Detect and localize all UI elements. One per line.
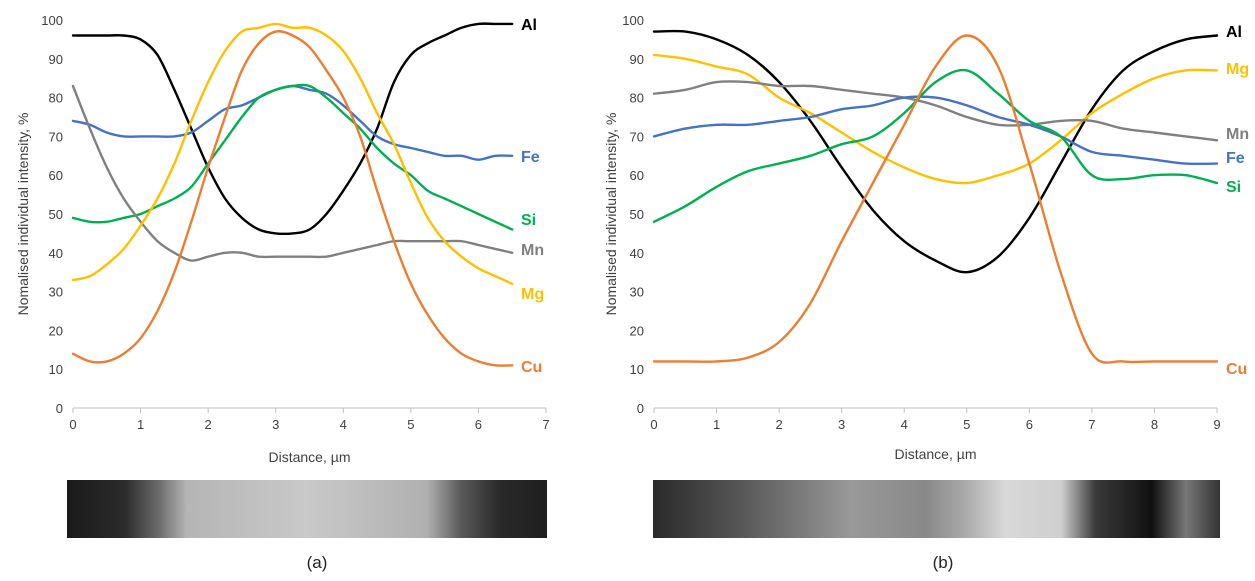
series-label-si: Si <box>521 212 536 229</box>
series-label-fe: Fe <box>521 149 540 166</box>
series-line-cu <box>652 34 1219 364</box>
series-label-cu: Cu <box>521 359 542 376</box>
x-axis-title: Distance, µm <box>269 449 351 465</box>
series-label-mg: Mg <box>521 286 544 303</box>
series-line-fe <box>652 95 1219 166</box>
series-line-si <box>71 83 514 231</box>
y-tick-label: 80 <box>630 91 644 106</box>
y-tick-label: 100 <box>41 13 63 28</box>
panel-label-a: (a) <box>306 553 328 572</box>
series-label-mn: Mn <box>1226 126 1249 143</box>
series-line-mn <box>652 80 1219 142</box>
x-tick-label: 5 <box>963 417 970 432</box>
series-line-al <box>652 29 1219 274</box>
x-tick-label: 9 <box>1213 417 1220 432</box>
y-tick-label: 20 <box>630 323 644 338</box>
series-label-cu: Cu <box>1226 361 1247 378</box>
y-tick-label: 10 <box>49 362 63 377</box>
y-tick-label: 30 <box>49 285 63 300</box>
y-tick-label: 40 <box>630 246 644 261</box>
y-tick-label: 70 <box>49 129 63 144</box>
x-tick-label: 7 <box>1088 417 1095 432</box>
sem-image-a <box>67 480 547 538</box>
y-tick-label: 0 <box>56 401 63 416</box>
x-tick-label: 3 <box>272 417 279 432</box>
series-label-si: Si <box>1226 179 1241 196</box>
y-tick-label: 40 <box>49 246 63 261</box>
x-tick-label: 4 <box>340 417 347 432</box>
y-tick-label: 100 <box>622 13 644 28</box>
y-tick-label: 90 <box>630 52 644 67</box>
x-tick-label: 4 <box>901 417 908 432</box>
x-tick-label: 2 <box>205 417 212 432</box>
panel-a: 0 10 20 30 40 50 60 70 80 90 100 0 1 2 3 4 5 6 7 Distance, … <box>0 0 620 576</box>
x-tick-label: 6 <box>1026 417 1033 432</box>
x-tick-label: 2 <box>775 417 782 432</box>
y-tick-label: 90 <box>49 52 63 67</box>
y-axis-title: Nomalised individual intensity, % <box>15 113 31 316</box>
y-tick-label: 70 <box>630 129 644 144</box>
y-tick-label: 30 <box>630 285 644 300</box>
y-tick-label: 50 <box>630 207 644 222</box>
series-line-cu <box>71 30 514 367</box>
chart-b: 0 10 20 30 40 50 60 70 80 90 100 0 1 2 3 4 5 6 7 8 9 Distance… <box>603 13 1249 538</box>
y-tick-label: 20 <box>49 323 63 338</box>
series-label-al: Al <box>521 17 537 34</box>
panel-label-b: (b) <box>932 553 954 572</box>
x-tick-label: 6 <box>475 417 482 432</box>
panel-b: 0 10 20 30 40 50 60 70 80 90 100 0 1 2 3 4 5 6 7 8 9 Distance… <box>600 0 1255 576</box>
y-tick-label: 50 <box>49 207 63 222</box>
series-line-fe <box>71 84 514 161</box>
x-tick-label: 7 <box>542 417 549 432</box>
x-tick-label: 0 <box>650 417 657 432</box>
series-line-mg <box>652 53 1219 185</box>
x-tick-label: 1 <box>713 417 720 432</box>
y-tick-label: 0 <box>637 401 644 416</box>
x-tick-label: 3 <box>838 417 845 432</box>
y-axis-title: Nomalised individual intensity, % <box>603 113 619 316</box>
y-tick-label: 80 <box>49 91 63 106</box>
series-line-mn <box>71 84 514 262</box>
x-tick-label: 1 <box>137 417 144 432</box>
sem-image-b <box>653 480 1220 538</box>
series-label-al: Al <box>1226 24 1242 41</box>
x-axis-title: Distance, µm <box>895 446 977 462</box>
series-line-mg <box>71 22 514 285</box>
chart-a: 0 10 20 30 40 50 60 70 80 90 100 0 1 2 3 4 5 6 7 Distance, … <box>15 13 550 538</box>
y-tick-label: 10 <box>630 362 644 377</box>
x-tick-label: 5 <box>407 417 414 432</box>
series-label-fe: Fe <box>1226 150 1245 167</box>
series-label-mn: Mn <box>521 242 544 259</box>
x-tick-label: 0 <box>69 417 76 432</box>
series-line-si <box>652 68 1219 223</box>
series-label-mg: Mg <box>1226 61 1249 78</box>
y-tick-label: 60 <box>630 168 644 183</box>
x-tick-label: 8 <box>1151 417 1158 432</box>
series-line-al <box>71 22 514 236</box>
y-tick-label: 60 <box>49 168 63 183</box>
